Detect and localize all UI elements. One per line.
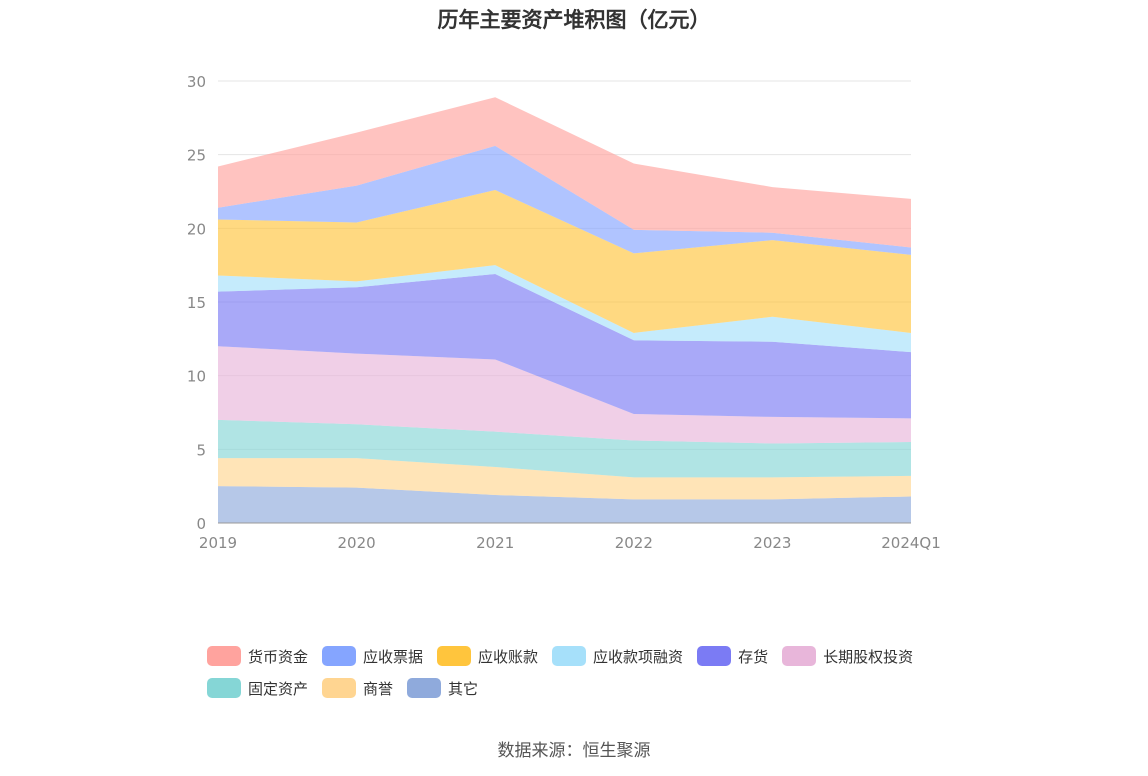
legend-item[interactable]: 应收账款 bbox=[437, 646, 538, 667]
legend-swatch bbox=[697, 646, 732, 666]
legend-label: 长期股权投资 bbox=[823, 647, 914, 666]
legend-swatch bbox=[782, 646, 817, 666]
chart-title: 历年主要资产堆积图（亿元） bbox=[437, 8, 711, 32]
x-tick-label: 2021 bbox=[476, 534, 514, 552]
y-tick-label: 30 bbox=[187, 73, 206, 91]
axes: 0 5 10 15 20 25 30 2019 2020 2021 2022 2023 2024Q1 bbox=[187, 73, 941, 552]
area-series-2 bbox=[218, 419, 911, 478]
legend-item[interactable]: 应收款项融资 bbox=[552, 646, 683, 667]
area-series-7 bbox=[218, 145, 911, 255]
area-series-8 bbox=[218, 97, 911, 248]
y-tick-label: 20 bbox=[187, 220, 206, 238]
legend-swatch bbox=[552, 646, 587, 666]
legend-swatch bbox=[207, 646, 241, 666]
legend-item[interactable]: 其它 bbox=[407, 678, 478, 699]
legend-swatch bbox=[407, 678, 442, 698]
y-tick-label: 25 bbox=[187, 147, 206, 165]
area-series-3 bbox=[218, 346, 911, 444]
data-source: 数据来源：恒生聚源 bbox=[497, 741, 651, 761]
legend-item[interactable]: 应收票据 bbox=[322, 646, 423, 667]
area-series-0 bbox=[218, 486, 911, 523]
legend-swatch bbox=[207, 678, 241, 698]
legend-label: 固定资产 bbox=[248, 679, 309, 698]
y-tick-label: 5 bbox=[196, 441, 206, 459]
legend-item[interactable]: 存货 bbox=[697, 646, 768, 667]
legend-item[interactable]: 长期股权投资 bbox=[782, 646, 913, 667]
x-tick-label: 2022 bbox=[615, 534, 653, 552]
x-tick-label: 2019 bbox=[199, 534, 237, 552]
area-series-6 bbox=[218, 190, 911, 333]
area-series-1 bbox=[218, 458, 911, 500]
legend-label: 其它 bbox=[448, 679, 479, 698]
area-series-4 bbox=[218, 274, 911, 419]
legend-label: 应收款项融资 bbox=[593, 647, 684, 666]
legend-label: 应收票据 bbox=[363, 647, 424, 666]
legend-row: 货币资金 应收票据 应收账款 应收款项融资 存货 长期股权投资 bbox=[207, 640, 967, 672]
area-series-5 bbox=[218, 265, 911, 353]
y-tick-label: 15 bbox=[187, 294, 206, 312]
area-series-group bbox=[218, 97, 911, 523]
legend-item[interactable]: 商誉 bbox=[322, 678, 393, 699]
legend-item[interactable]: 固定资产 bbox=[207, 678, 308, 699]
legend-row: 固定资产 商誉 其它 bbox=[207, 672, 967, 704]
y-tick-label: 0 bbox=[196, 515, 206, 533]
legend-swatch bbox=[322, 646, 357, 666]
legend-item[interactable]: 货币资金 bbox=[207, 646, 308, 667]
legend: 货币资金 应收票据 应收账款 应收款项融资 存货 长期股权投资 固定资产 商誉 其它 bbox=[207, 640, 967, 704]
legend-label: 货币资金 bbox=[248, 647, 309, 666]
legend-label: 存货 bbox=[738, 647, 769, 666]
legend-swatch bbox=[322, 678, 357, 698]
x-tick-label: 2023 bbox=[753, 534, 791, 552]
x-tick-label: 2020 bbox=[338, 534, 376, 552]
legend-label: 应收账款 bbox=[478, 647, 539, 666]
y-tick-label: 10 bbox=[187, 368, 206, 386]
legend-label: 商誉 bbox=[363, 679, 394, 698]
x-tick-label: 2024Q1 bbox=[881, 534, 941, 552]
legend-swatch bbox=[437, 646, 472, 666]
stacked-area-chart: 0 5 10 15 20 25 30 2019 2020 2021 2022 2023 2024Q1 bbox=[187, 73, 941, 552]
